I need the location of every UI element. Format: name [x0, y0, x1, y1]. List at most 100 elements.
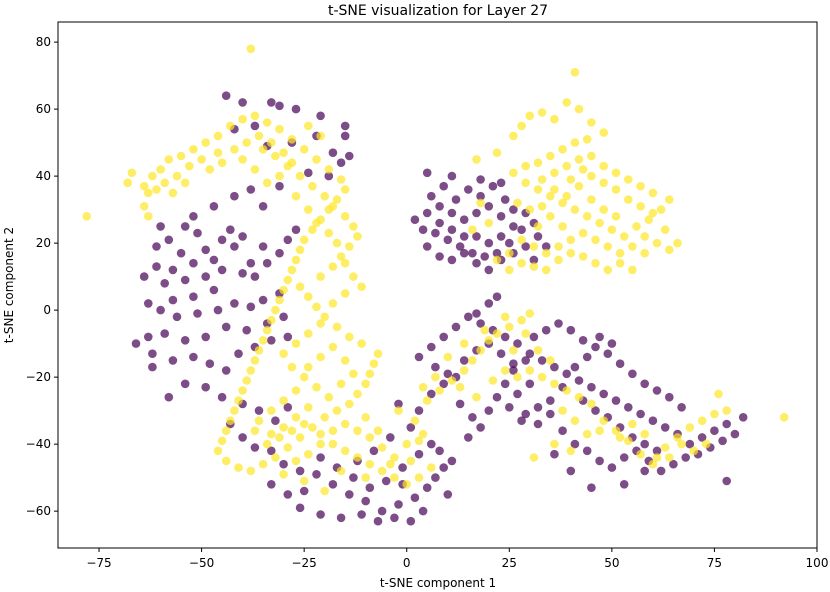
data-point-1-68	[345, 332, 354, 342]
data-point-0-92	[238, 433, 247, 442]
data-point-1-209	[714, 389, 723, 399]
data-point-1-162	[299, 476, 309, 486]
data-point-1-267	[619, 232, 629, 241]
data-point-0-25	[156, 222, 165, 231]
data-point-1-276	[599, 161, 608, 171]
data-point-1-104	[217, 158, 227, 167]
data-point-1-170	[422, 396, 432, 405]
data-point-0-218	[582, 352, 592, 362]
data-point-0-270	[496, 232, 506, 241]
data-point-0-143	[484, 406, 494, 415]
data-point-0-82	[180, 379, 190, 389]
data-point-1-257	[521, 161, 530, 171]
data-point-0-68	[201, 332, 210, 342]
data-point-0-276	[422, 242, 432, 251]
data-point-1-130	[340, 356, 350, 365]
data-point-0-44	[238, 269, 247, 278]
data-point-1-62	[353, 389, 362, 399]
data-point-1-221	[628, 419, 637, 429]
data-point-1-114	[332, 238, 342, 248]
data-point-0-170	[722, 419, 731, 429]
data-point-1-40	[254, 346, 264, 355]
data-point-1-14	[226, 121, 235, 131]
data-point-0-246	[500, 195, 510, 204]
y-tick-label: 60	[36, 102, 51, 116]
data-point-0-221	[546, 396, 555, 405]
data-point-1-24	[340, 185, 350, 194]
data-point-1-281	[537, 175, 547, 184]
data-point-1-197	[587, 399, 596, 409]
data-point-0-280	[472, 258, 481, 268]
data-point-1-330	[484, 218, 494, 228]
data-point-0-132	[386, 433, 395, 442]
data-point-0-256	[468, 248, 477, 258]
data-point-1-0	[82, 212, 91, 221]
data-point-0-111	[398, 463, 407, 472]
data-point-1-210	[701, 439, 711, 449]
data-point-1-284	[574, 181, 584, 191]
data-point-0-265	[459, 215, 469, 224]
data-point-0-206	[566, 325, 576, 335]
data-point-0-55	[144, 299, 153, 308]
data-point-0-109	[427, 439, 436, 449]
data-point-0-150	[505, 403, 514, 412]
data-point-0-214	[665, 392, 674, 402]
data-point-0-119	[267, 480, 276, 489]
data-point-1-140	[291, 413, 301, 422]
y-tick-label: 20	[36, 236, 51, 250]
data-point-1-109	[279, 148, 288, 157]
x-tick-label: 75	[707, 556, 722, 570]
data-point-0-37	[168, 265, 178, 275]
data-point-1-269	[644, 215, 654, 224]
data-point-1-120	[316, 319, 325, 328]
data-point-1-41	[250, 356, 260, 365]
data-point-0-56	[156, 305, 165, 315]
data-point-0-36	[189, 258, 198, 268]
data-point-1-264	[582, 212, 592, 221]
data-point-1-126	[312, 382, 321, 392]
data-point-1-42	[246, 366, 256, 375]
x-tick-label: −25	[291, 556, 316, 570]
data-point-1-315	[591, 258, 600, 268]
data-point-1-9	[164, 155, 174, 164]
data-point-0-266	[472, 208, 481, 218]
data-point-1-90	[287, 158, 297, 167]
data-point-1-331	[468, 225, 477, 234]
data-point-1-223	[582, 429, 592, 439]
data-point-1-319	[640, 248, 649, 258]
data-point-1-285	[587, 171, 596, 181]
data-point-0-158	[607, 463, 617, 472]
data-point-0-27	[164, 235, 174, 245]
data-point-1-274	[624, 175, 633, 184]
data-point-0-202	[509, 359, 518, 369]
data-point-1-165	[361, 473, 371, 482]
data-point-1-279	[562, 161, 571, 171]
data-point-0-98	[328, 480, 338, 489]
y-axis-ticks: −60 −40 −20 0 20 40 60 80	[26, 35, 58, 518]
data-point-1-233	[373, 426, 383, 436]
data-point-1-226	[509, 346, 518, 355]
data-point-0-232	[640, 466, 649, 476]
data-point-0-156	[582, 446, 592, 456]
data-point-1-71	[312, 302, 321, 312]
data-point-1-30	[295, 245, 305, 255]
data-point-1-273	[636, 181, 645, 191]
data-point-1-324	[578, 165, 588, 174]
data-point-1-256	[533, 158, 543, 167]
data-point-1-272	[648, 188, 658, 198]
data-point-1-28	[308, 225, 317, 234]
data-point-1-147	[377, 466, 387, 476]
data-point-1-113	[324, 228, 334, 238]
data-point-0-217	[607, 339, 617, 348]
data-point-0-83	[164, 392, 174, 402]
y-tick-label: 80	[36, 35, 51, 49]
data-point-1-2	[127, 168, 137, 178]
data-point-1-266	[607, 225, 617, 234]
data-point-1-249	[574, 104, 584, 114]
data-point-0-181	[587, 382, 596, 392]
data-point-0-40	[160, 279, 169, 288]
data-point-1-15	[238, 114, 247, 124]
data-point-1-108	[267, 138, 276, 147]
data-point-1-242	[492, 148, 502, 157]
data-point-0-222	[533, 403, 543, 412]
